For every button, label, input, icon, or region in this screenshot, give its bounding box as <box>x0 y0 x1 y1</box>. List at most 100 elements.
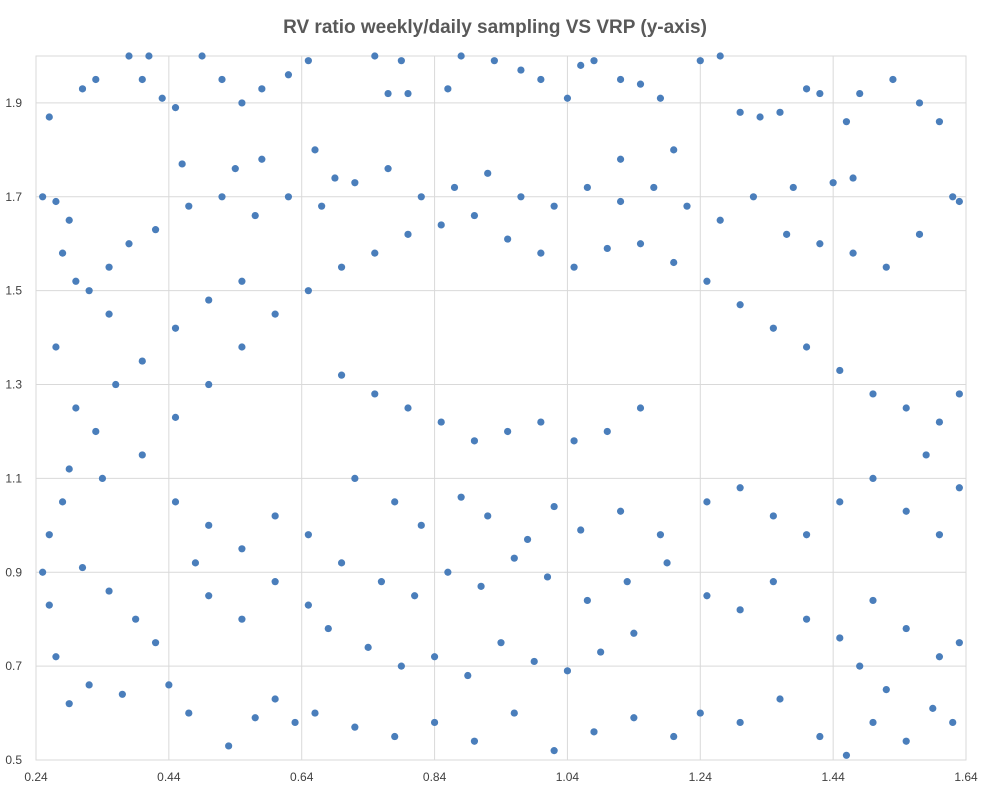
scatter-point <box>337 559 346 567</box>
scatter-point <box>590 57 598 65</box>
scatter-point <box>696 57 704 65</box>
scatter-point <box>902 404 910 412</box>
scatter-point <box>324 624 332 633</box>
scatter-point <box>178 160 186 168</box>
scatter-point <box>889 75 897 84</box>
scatter-point <box>337 263 346 271</box>
scatter-point <box>98 474 107 482</box>
scatter-point <box>92 427 100 436</box>
scatter-point <box>756 113 764 121</box>
x-tick-label: 1.64 <box>954 770 978 784</box>
y-tick-label: 0.5 <box>5 753 22 767</box>
scatter-point <box>836 634 844 642</box>
scatter-point <box>238 545 246 553</box>
scatter-point <box>198 52 206 60</box>
scatter-point <box>616 155 625 163</box>
scatter-point <box>52 343 60 351</box>
scatter-point <box>842 751 851 759</box>
y-tick-label: 1.5 <box>5 284 22 298</box>
scatter-point <box>935 653 944 661</box>
scatter-point <box>337 371 346 379</box>
scatter-point <box>736 301 744 309</box>
scatter-point <box>85 681 93 689</box>
scatter-point <box>882 686 890 694</box>
scatter-point <box>397 662 405 670</box>
scatter-point <box>271 695 279 703</box>
scatter-point <box>45 113 53 121</box>
scatter-point <box>802 85 811 93</box>
scatter-point <box>371 390 379 398</box>
scatter-point <box>92 75 100 84</box>
scatter-point <box>218 75 226 84</box>
scatter-point <box>437 418 445 426</box>
scatter-point <box>112 380 120 389</box>
scatter-point <box>563 667 572 675</box>
scatter-point <box>929 704 937 712</box>
scatter-point <box>191 559 200 567</box>
scatter-point <box>543 573 552 581</box>
scatter-point <box>902 737 910 745</box>
scatter-point <box>783 230 791 238</box>
scatter-point <box>105 263 113 271</box>
scatter-point <box>703 498 711 506</box>
scatter-point <box>371 52 379 60</box>
y-tick-label: 1.3 <box>5 378 22 392</box>
tick-labels: 0.24 0.44 0.64 0.84 1.04 1.24 1.44 1.64 0.5 0.7 0.… <box>5 96 978 784</box>
scatter-point <box>138 357 146 365</box>
scatter-point <box>371 249 379 257</box>
scatter-point <box>171 413 180 421</box>
scatter-point <box>271 512 279 520</box>
scatter-point <box>504 235 512 243</box>
scatter-point <box>258 155 266 163</box>
scatter-point <box>52 197 60 206</box>
scatter-point <box>935 531 944 539</box>
scatter-point <box>749 193 758 201</box>
scatter-point <box>444 85 452 93</box>
scatter-point <box>58 249 67 257</box>
scatter-point <box>537 249 545 257</box>
x-tick-label: 1.04 <box>556 770 580 784</box>
scatter-point <box>45 601 53 609</box>
scatter-point <box>736 718 744 727</box>
scatter-point <box>577 61 585 69</box>
scatter-point <box>736 108 744 116</box>
scatter-point <box>138 75 146 84</box>
scatter-point <box>517 193 525 201</box>
scatter-point <box>630 714 638 722</box>
scatter-point <box>623 578 631 586</box>
scatter-point <box>132 615 140 623</box>
scatter-point <box>105 310 113 318</box>
scatter-point <box>484 512 492 520</box>
scatter-point <box>769 578 777 586</box>
scatter-point <box>304 601 312 609</box>
scatter-point <box>304 531 312 539</box>
scatter-point <box>537 75 545 84</box>
scatter-point <box>849 249 857 257</box>
scatter-point <box>603 427 611 436</box>
scatter-point <box>444 568 452 576</box>
scatter-point <box>430 718 439 727</box>
scatter-point <box>85 287 93 295</box>
y-tick-label: 0.9 <box>5 565 22 579</box>
scatter-point <box>769 324 777 332</box>
scatter-point <box>802 615 811 623</box>
scatter-point <box>670 146 678 154</box>
scatter-point <box>583 183 591 192</box>
scatter-point <box>869 474 877 482</box>
scatter-point <box>869 596 877 605</box>
scatter-point <box>616 75 625 84</box>
scatter-point <box>225 742 233 750</box>
scatter-point <box>922 451 930 459</box>
scatter-point <box>404 89 412 98</box>
scatter-point <box>251 211 259 220</box>
scatter-point <box>550 202 558 210</box>
scatter-point <box>165 681 173 689</box>
scatter-point <box>869 390 877 398</box>
scatter-point <box>842 118 851 126</box>
scatter-point <box>836 366 844 375</box>
scatter-point <box>404 404 412 412</box>
scatter-point <box>404 230 412 238</box>
scatter-point <box>271 578 279 586</box>
